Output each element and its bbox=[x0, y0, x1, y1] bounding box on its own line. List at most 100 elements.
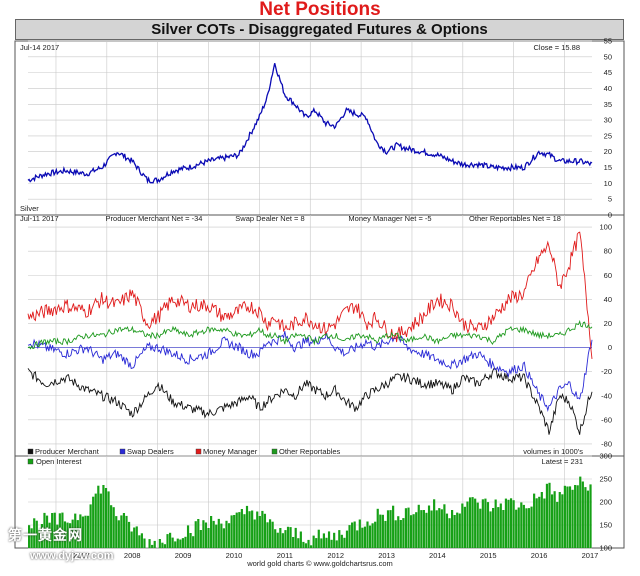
oi-bar-6 bbox=[43, 512, 46, 548]
oi-bar-172 bbox=[468, 497, 472, 548]
oi-bar-135 bbox=[374, 521, 377, 548]
oi-bar-148 bbox=[407, 507, 410, 548]
oi-bar-108 bbox=[304, 543, 308, 548]
oi-bar-22 bbox=[84, 515, 87, 548]
oi-bar-138 bbox=[381, 514, 384, 548]
oi-bar-215 bbox=[579, 476, 582, 548]
oi-bar-145 bbox=[399, 520, 402, 548]
oi-bar-12 bbox=[58, 513, 61, 548]
oi-bar-113 bbox=[317, 529, 320, 548]
y-tick-price-45: 45 bbox=[604, 68, 612, 77]
oi-bar-80 bbox=[233, 515, 236, 548]
x-tick-2007: 2007 bbox=[73, 551, 90, 560]
oi-bar-193 bbox=[522, 504, 525, 548]
oi-bar-158 bbox=[433, 499, 436, 548]
oi-bar-100 bbox=[284, 530, 287, 548]
oi-bar-19 bbox=[76, 520, 79, 548]
page-title: Net Positions bbox=[259, 0, 381, 20]
oi-bar-79 bbox=[230, 515, 233, 548]
y-tick-open_interest-100: 100 bbox=[599, 544, 612, 553]
oi-bar-217 bbox=[584, 487, 587, 548]
oi-bar-25 bbox=[92, 496, 95, 548]
y-tick-open_interest-150: 150 bbox=[599, 521, 612, 530]
oi-bar-107 bbox=[302, 541, 305, 548]
y-tick-price-20: 20 bbox=[604, 147, 612, 156]
oi-bar-60 bbox=[181, 538, 184, 548]
y-tick-price-15: 15 bbox=[604, 163, 612, 172]
oi-bar-110 bbox=[310, 545, 313, 548]
oi-bar-77 bbox=[225, 520, 228, 548]
legend-label-swap-dealers: Swap Dealers bbox=[127, 447, 174, 456]
oi-bar-191 bbox=[517, 507, 520, 548]
oi-bar-116 bbox=[325, 537, 328, 548]
series-line-other-reportables bbox=[27, 319, 593, 350]
oi-bar-183 bbox=[497, 507, 500, 548]
oi-bar-125 bbox=[348, 525, 351, 548]
oi-bar-95 bbox=[271, 521, 274, 548]
oi-bar-126 bbox=[351, 522, 354, 548]
oi-bar-209 bbox=[563, 485, 566, 548]
oi-bar-87 bbox=[251, 510, 254, 548]
oi-bar-136 bbox=[376, 508, 379, 548]
oi-bar-18 bbox=[74, 513, 77, 548]
oi-bar-42 bbox=[135, 526, 138, 548]
oi-bar-85 bbox=[245, 505, 249, 548]
oi-bar-24 bbox=[89, 504, 92, 548]
oi-bar-198 bbox=[535, 498, 538, 548]
oi-bar-8 bbox=[48, 522, 51, 548]
net-label-other-reportables: Other Reportables Net = 18 bbox=[469, 214, 561, 223]
oi-bar-178 bbox=[484, 498, 487, 548]
oi-bar-131 bbox=[363, 526, 367, 548]
oi-bar-64 bbox=[192, 536, 195, 548]
oi-bar-181 bbox=[492, 508, 495, 548]
y-tick-price-25: 25 bbox=[604, 131, 612, 140]
oi-bar-63 bbox=[189, 533, 192, 548]
oi-bar-157 bbox=[430, 510, 433, 548]
price-series-label: Silver bbox=[20, 204, 39, 213]
net-label-swap-dealers: Swap Dealer Net = 8 bbox=[235, 214, 304, 223]
oi-bar-207 bbox=[558, 492, 561, 548]
oi-bar-168 bbox=[458, 513, 461, 548]
oi-bar-94 bbox=[268, 519, 272, 548]
oi-bar-149 bbox=[409, 515, 413, 548]
oi-bar-105 bbox=[297, 538, 300, 548]
oi-bar-96 bbox=[274, 529, 277, 548]
oi-bar-130 bbox=[361, 527, 364, 548]
last-close-label: Close = 15.88 bbox=[534, 43, 581, 52]
oi-bar-83 bbox=[240, 509, 243, 548]
oi-bar-182 bbox=[494, 499, 497, 548]
oi-bar-20 bbox=[79, 514, 82, 548]
oi-bar-174 bbox=[474, 498, 477, 548]
oi-bar-9 bbox=[51, 513, 54, 548]
oi-bar-185 bbox=[502, 510, 505, 548]
x-tick-2009: 2009 bbox=[175, 551, 192, 560]
text-layer: 0 5 10 15 20 25 30 35 40 45 50 55 -80 -60 -40 -20 0 20 40 6… bbox=[20, 37, 612, 569]
oi-bar-58 bbox=[176, 538, 179, 548]
oi-bar-188 bbox=[509, 498, 513, 548]
oi-bar-211 bbox=[568, 486, 572, 548]
oi-bar-48 bbox=[151, 544, 154, 548]
net-label-money-manager: Money Manager Net = -5 bbox=[348, 214, 431, 223]
oi-bar-173 bbox=[471, 497, 474, 548]
oi-bar-23 bbox=[86, 515, 90, 548]
oi-bar-184 bbox=[499, 503, 502, 548]
date-label-cot: Jul-11 2017 bbox=[20, 214, 59, 223]
oi-bar-170 bbox=[463, 506, 466, 548]
oi-bar-86 bbox=[248, 511, 251, 548]
oi-bar-10 bbox=[53, 512, 56, 548]
oi-bar-40 bbox=[130, 531, 133, 548]
panels-layer bbox=[14, 40, 625, 549]
oi-bar-92 bbox=[263, 513, 267, 548]
oi-bar-210 bbox=[566, 486, 569, 548]
oi-bar-147 bbox=[404, 508, 408, 548]
oi-bar-112 bbox=[315, 538, 318, 548]
oi-bar-38 bbox=[125, 515, 128, 548]
oi-bar-15 bbox=[66, 522, 69, 548]
chart-header: Silver COTs - Disaggregated Futures & Op… bbox=[15, 19, 624, 40]
oi-bar-65 bbox=[194, 521, 197, 548]
oi-bar-165 bbox=[451, 510, 454, 548]
oi-bar-4 bbox=[38, 530, 41, 548]
lines-layer bbox=[27, 63, 593, 548]
oi-bar-43 bbox=[138, 535, 141, 548]
